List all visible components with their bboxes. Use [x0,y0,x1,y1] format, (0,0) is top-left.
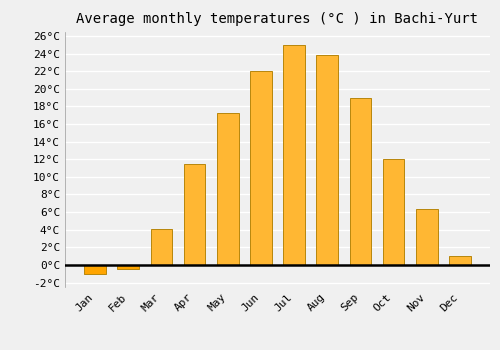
Bar [250,71,272,265]
Bar [416,209,438,265]
Bar [184,164,206,265]
Bar [84,265,106,274]
Bar [449,256,470,265]
Bar [217,113,238,265]
Bar [150,229,172,265]
Bar [118,265,139,270]
Title: Average monthly temperatures (°C ) in Bachi-Yurt: Average monthly temperatures (°C ) in Ba… [76,12,478,26]
Bar [316,55,338,265]
Bar [350,98,371,265]
Bar [383,159,404,265]
Bar [284,45,305,265]
